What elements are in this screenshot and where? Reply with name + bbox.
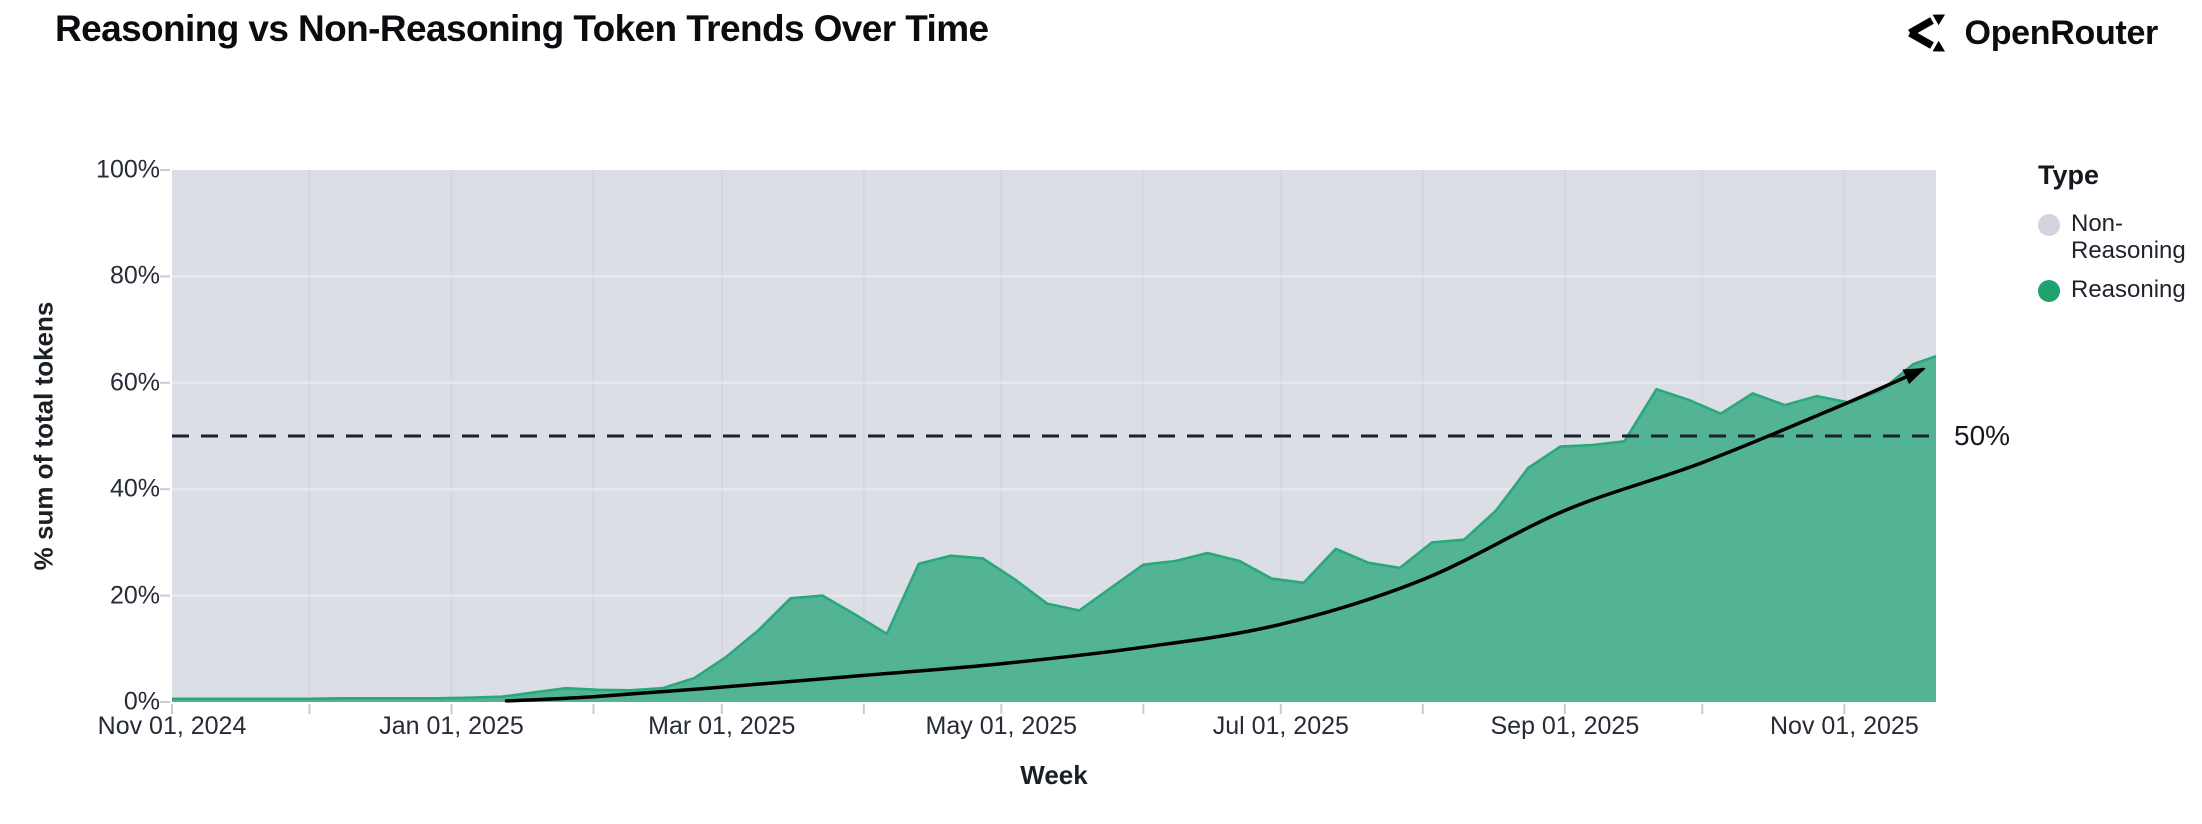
y-tick-label: 60% (109, 368, 160, 397)
y-tick-label: 20% (109, 581, 160, 610)
fifty-percent-annotation: 50% (1954, 420, 2011, 451)
legend-entry-non-reasoning[interactable]: Non-Reasoning (2038, 210, 2196, 265)
y-tick-label: 40% (109, 474, 160, 503)
x-tick-label: Jul 01, 2025 (1212, 712, 1349, 740)
legend-entry-reasoning[interactable]: Reasoning (2038, 275, 2196, 304)
reasoning-area (172, 356, 1936, 702)
x-tick-label: Nov 01, 2025 (1770, 712, 1919, 740)
x-tick-label: Nov 01, 2024 (97, 712, 247, 740)
trend-line (504, 367, 1925, 703)
x-tick-label: Mar 01, 2025 (648, 712, 796, 740)
brand-name: OpenRouter (1964, 13, 2159, 52)
reasoning-boundary (172, 354, 1937, 701)
x-tick-label: Jan 01, 2025 (379, 712, 524, 740)
legend-label-reasoning: Reasoning (2071, 275, 2186, 303)
legend: Type Non-Reasoning Reasoning (2038, 160, 2196, 316)
page-title: Reasoning vs Non-Reasoning Token Trends … (55, 8, 989, 49)
brand: OpenRouter (1905, 10, 2158, 56)
trend-arrowhead (1902, 367, 1926, 385)
legend-label-non-reasoning: Non-Reasoning (2071, 210, 2186, 264)
openrouter-logo-icon (1905, 10, 1951, 56)
non-reasoning-dot-icon (2038, 214, 2060, 236)
y-tick-label: 80% (109, 261, 160, 290)
reasoning-dot-icon (2038, 279, 2060, 302)
x-tick-label: Sep 01, 2025 (1490, 712, 1640, 740)
x-axis-title: Week (1020, 760, 1088, 790)
legend-title: Type (2038, 160, 2100, 190)
y-tick-label: 0% (123, 687, 160, 716)
y-tick-label: 100% (96, 155, 160, 184)
y-axis-title: % sum of total tokens (28, 301, 59, 571)
x-tick-label: May 01, 2025 (925, 712, 1078, 740)
